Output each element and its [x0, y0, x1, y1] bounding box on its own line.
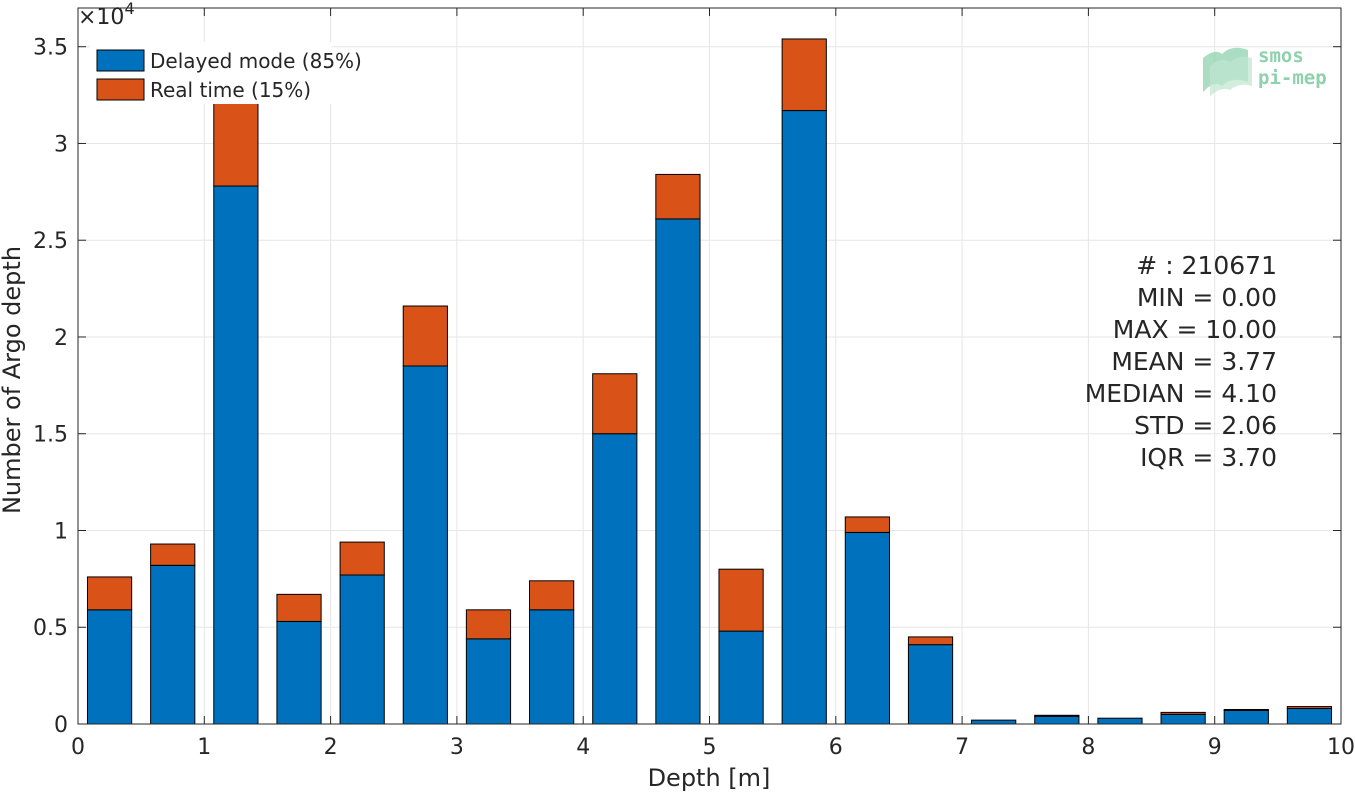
y-tick-label: 3	[54, 132, 68, 157]
bar-real-time	[1223, 708, 1269, 711]
x-tick-label: 5	[703, 735, 717, 760]
bar-real-time	[1286, 706, 1333, 710]
smos-pimep-logo: smos pi-mep	[1203, 45, 1327, 96]
legend-swatch	[96, 78, 145, 101]
stat-line: MIN = 0.00	[1137, 283, 1277, 312]
y-tick-label: 2	[54, 326, 68, 351]
bar-delayed-mode	[213, 185, 259, 725]
x-tick-label: 4	[576, 735, 590, 760]
bar-real-time	[781, 38, 827, 112]
bar-delayed-mode	[718, 630, 764, 725]
x-tick-label: 1	[197, 735, 211, 760]
bar-delayed-mode	[844, 531, 890, 725]
bar-delayed-mode	[150, 564, 196, 725]
stat-line: MEDIAN = 4.10	[1085, 379, 1277, 408]
x-tick-label: 2	[324, 735, 338, 760]
logo-text-smos: smos	[1258, 45, 1304, 67]
bar-delayed-mode	[781, 110, 827, 725]
bar-real-time	[86, 576, 133, 611]
bar-real-time	[718, 568, 764, 632]
legend-entry: Real time (15%)	[150, 78, 311, 102]
bar-real-time	[907, 636, 954, 646]
bar-delayed-mode	[1286, 708, 1333, 725]
x-tick-label: 0	[71, 735, 85, 760]
stat-line: MAX = 10.00	[1113, 315, 1277, 344]
x-tick-label: 8	[1081, 735, 1095, 760]
statistics-annotation: # : 210671 MIN = 0.00 MAX = 10.00 MEAN = 3.…	[1085, 251, 1277, 472]
bars	[86, 38, 1333, 725]
y-exponent-power: 4	[124, 0, 134, 18]
bar-real-time	[150, 543, 196, 566]
bar-delayed-mode	[402, 365, 448, 725]
stat-line: MEAN = 3.77	[1111, 347, 1277, 376]
y-tick-label: 0.5	[33, 616, 68, 641]
bar-delayed-mode	[529, 609, 575, 725]
y-tick-label: 2.5	[33, 229, 68, 254]
stat-line: IQR = 3.70	[1140, 443, 1277, 472]
y-exponent-label: ×104	[78, 0, 135, 30]
bar-delayed-mode	[971, 719, 1017, 725]
stat-line: STD = 2.06	[1134, 411, 1277, 440]
legend-entry: Delayed mode (85%)	[150, 49, 362, 73]
bar-real-time	[529, 580, 575, 611]
bar-delayed-mode	[907, 644, 954, 725]
y-tick-label: 3.5	[33, 36, 68, 61]
bar-delayed-mode	[1034, 715, 1080, 725]
bar-delayed-mode	[339, 574, 385, 725]
bar-delayed-mode	[1160, 713, 1206, 725]
bar-delayed-mode	[86, 609, 133, 725]
logo-text-pimep: pi-mep	[1258, 67, 1327, 89]
bar-delayed-mode	[465, 638, 512, 725]
x-tick-label: 6	[829, 735, 843, 760]
bar-delayed-mode	[655, 218, 701, 725]
grid-lines	[78, 8, 1341, 724]
bar-delayed-mode	[592, 433, 638, 725]
y-tick-label: 0	[54, 713, 68, 738]
bar-delayed-mode	[276, 620, 322, 725]
x-tick-label: 9	[1208, 735, 1222, 760]
stat-line: # : 210671	[1136, 251, 1277, 280]
bar-delayed-mode	[1097, 717, 1143, 725]
x-axis-label: Depth [m]	[648, 764, 771, 792]
bar-real-time	[655, 173, 701, 220]
bar-real-time	[402, 305, 448, 367]
bar-real-time	[1160, 711, 1206, 715]
axis-ticks: 0 1 2 3 4 5 6 7 8 9 10 0 0.5 1 1.5 2 2.5 3 3.5	[33, 8, 1355, 760]
logo-wave-icon-2	[1210, 56, 1252, 96]
x-tick-label: 7	[955, 735, 969, 760]
bar-real-time	[592, 373, 638, 435]
x-tick-label: 3	[450, 735, 464, 760]
legend-swatch	[96, 49, 145, 72]
y-tick-label: 1.5	[33, 423, 68, 448]
bar-real-time	[276, 593, 322, 622]
bar-real-time	[465, 609, 512, 640]
bar-real-time	[339, 541, 385, 576]
bar-real-time	[1034, 714, 1080, 717]
bar-delayed-mode	[1223, 709, 1269, 725]
y-tick-label: 1	[54, 519, 68, 544]
y-axis-label: Number of Argo depth	[0, 246, 26, 514]
x-tick-label: 10	[1327, 735, 1355, 760]
bar-real-time	[844, 516, 890, 533]
legend: Delayed mode (85%) Real time (15%)	[90, 42, 362, 104]
